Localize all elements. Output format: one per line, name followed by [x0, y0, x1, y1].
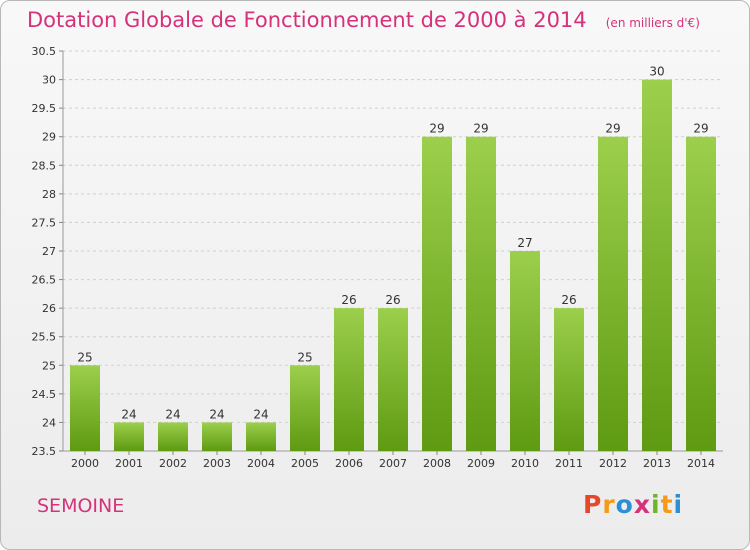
- y-tick-label: 29: [42, 131, 56, 144]
- x-tick-label: 2000: [71, 457, 99, 470]
- bar-2008: [422, 136, 452, 451]
- x-tick-label: 2009: [467, 457, 495, 470]
- bar-2010: [510, 251, 540, 451]
- y-axis-ticks: 23.5 24 24.5 25 25.5 26 26.5 27 27.5 28 28.5 29 29.5…: [32, 45, 63, 458]
- x-tick-label: 2013: [643, 457, 671, 470]
- value-labels: 25 24 24 24 24 25 26 26 29 29 27 26 29 30 29: [77, 65, 708, 422]
- y-tick-label: 25.5: [32, 331, 57, 344]
- logo-letter: r: [602, 490, 616, 519]
- chart-title: Dotation Globale de Fonctionnement de 20…: [27, 8, 587, 32]
- y-tick-label: 23.5: [32, 445, 57, 458]
- y-tick-label: 30: [42, 74, 56, 87]
- bar-2000: [70, 365, 100, 451]
- y-tick-label: 27.5: [32, 216, 57, 229]
- value-label: 26: [341, 293, 356, 307]
- x-tick-label: 2006: [335, 457, 363, 470]
- y-tick-label: 26.5: [32, 274, 57, 287]
- proxiti-logo: Proxiti: [583, 490, 683, 519]
- value-label: 30: [649, 65, 664, 79]
- chart-subtitle: (en milliers d'€): [605, 16, 700, 30]
- y-tick-label: 28.5: [32, 159, 57, 172]
- logo-letter: x: [633, 490, 651, 519]
- y-tick-label: 24.5: [32, 388, 57, 401]
- x-axis-ticks: 2000 2001 2002 2003 2004 2005 2006 2007 2008 2009…: [71, 451, 715, 470]
- bar-2013: [642, 79, 672, 452]
- x-tick-label: 2008: [423, 457, 451, 470]
- value-label: 26: [385, 293, 400, 307]
- bar-2004: [246, 422, 276, 451]
- value-label: 29: [429, 122, 444, 136]
- logo-letter: t: [660, 490, 674, 519]
- value-label: 27: [517, 236, 532, 250]
- bar-2014: [686, 136, 716, 451]
- value-label: 24: [209, 407, 224, 421]
- x-tick-label: 2014: [687, 457, 715, 470]
- title-block: Dotation Globale de Fonctionnement de 20…: [27, 8, 700, 32]
- bar-2001: [114, 422, 144, 451]
- y-tick-label: 24: [42, 416, 56, 429]
- x-tick-label: 2001: [115, 457, 143, 470]
- bar-2006: [334, 308, 364, 451]
- x-tick-label: 2010: [511, 457, 539, 470]
- value-label: 24: [165, 407, 180, 421]
- bar-2007: [378, 308, 408, 451]
- bar-2005: [290, 365, 320, 451]
- x-tick-label: 2002: [159, 457, 187, 470]
- bar-2011: [554, 308, 584, 451]
- bar-2012: [598, 136, 628, 451]
- y-tick-label: 26: [42, 302, 56, 315]
- logo-letter: i: [651, 490, 661, 519]
- value-label: 29: [605, 122, 620, 136]
- y-tick-label: 30.5: [32, 45, 57, 58]
- x-tick-label: 2004: [247, 457, 275, 470]
- value-label: 24: [253, 407, 268, 421]
- bar-2002: [158, 422, 188, 451]
- y-tick-label: 28: [42, 188, 56, 201]
- x-tick-label: 2003: [203, 457, 231, 470]
- logo-letter: P: [583, 490, 603, 519]
- value-label: 26: [561, 293, 576, 307]
- x-tick-label: 2007: [379, 457, 407, 470]
- y-tick-label: 25: [42, 359, 56, 372]
- value-label: 24: [121, 407, 136, 421]
- y-tick-label: 27: [42, 245, 56, 258]
- commune-name: SEMOINE: [37, 495, 125, 517]
- value-label: 29: [473, 122, 488, 136]
- value-label: 25: [297, 350, 312, 364]
- x-tick-label: 2005: [291, 457, 319, 470]
- bar-2003: [202, 422, 232, 451]
- value-label: 25: [77, 350, 92, 364]
- bar-2009: [466, 136, 496, 451]
- logo-letter: o: [615, 490, 634, 519]
- y-tick-label: 29.5: [32, 102, 57, 115]
- x-tick-label: 2012: [599, 457, 627, 470]
- bars: [70, 79, 716, 452]
- logo-letter: i: [673, 490, 684, 519]
- x-tick-label: 2011: [555, 457, 583, 470]
- value-label: 29: [693, 122, 708, 136]
